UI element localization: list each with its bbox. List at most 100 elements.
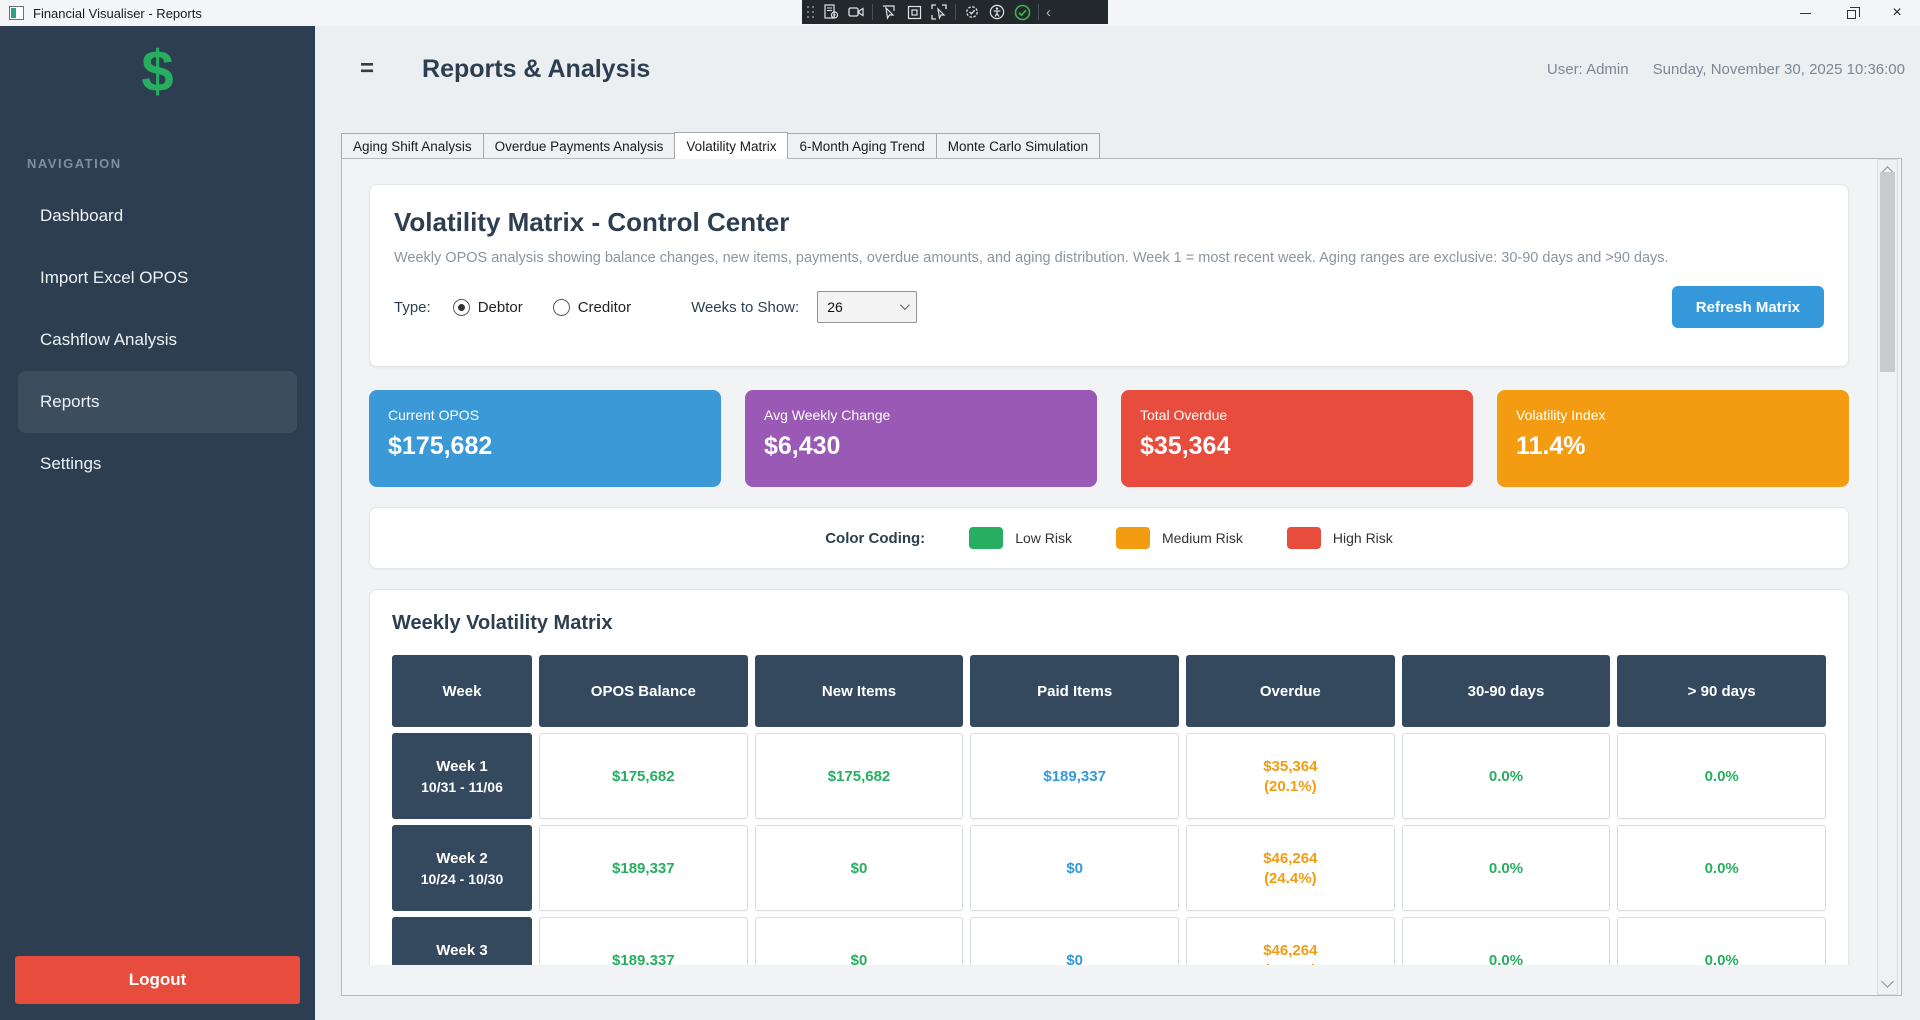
page-title: Reports & Analysis bbox=[422, 54, 651, 83]
metric-card-avg-weekly-change: Avg Weekly Change $6,430 bbox=[745, 390, 1097, 487]
sidebar-item-label: Reports bbox=[40, 391, 100, 411]
tab-aging-shift-analysis[interactable]: Aging Shift Analysis bbox=[341, 133, 484, 158]
region-capture-icon[interactable] bbox=[905, 3, 923, 21]
sidebar-item-settings[interactable]: Settings bbox=[0, 433, 315, 495]
week-cell: Week 2 10/24 - 10/30 bbox=[392, 825, 532, 911]
status-check-icon[interactable] bbox=[1013, 3, 1031, 21]
metric-card-total-overdue: Total Overdue $35,364 bbox=[1121, 390, 1473, 487]
weeks-to-show-select[interactable]: 26 bbox=[817, 291, 918, 323]
tab-label: Overdue Payments Analysis bbox=[494, 138, 664, 154]
week-range: 10/31 - 11/06 bbox=[421, 778, 503, 795]
tab-label: Volatility Matrix bbox=[686, 138, 777, 154]
legend-item-low-risk: Low Risk bbox=[969, 527, 1072, 549]
column-header: Overdue bbox=[1186, 655, 1395, 727]
window-capture-icon[interactable] bbox=[930, 3, 948, 21]
toolbar-divider bbox=[1038, 4, 1039, 20]
week-name: Week 1 bbox=[436, 757, 488, 775]
matrix-cell: $175,682 bbox=[754, 733, 964, 819]
matrix-cell: $0 bbox=[754, 825, 964, 911]
week-cell: Week 1 10/31 - 11/06 bbox=[392, 733, 532, 819]
sidebar-item-import-excel-opos[interactable]: Import Excel OPOS bbox=[0, 247, 315, 309]
radio-debtor[interactable]: Debtor bbox=[452, 298, 523, 316]
sidebar: $ NAVIGATION Dashboard Import Excel OPOS… bbox=[0, 26, 315, 1020]
sidebar-item-label: Import Excel OPOS bbox=[40, 267, 189, 287]
weeks-to-show-label: Weeks to Show: bbox=[691, 298, 800, 316]
tab-volatility-matrix[interactable]: Volatility Matrix bbox=[674, 132, 789, 159]
matrix-header-row: Week OPOS Balance New Items Paid Items O… bbox=[392, 655, 1826, 727]
column-header: New Items bbox=[754, 655, 964, 727]
refresh-matrix-button[interactable]: Refresh Matrix bbox=[1671, 286, 1824, 328]
tab-label: Aging Shift Analysis bbox=[353, 138, 472, 154]
restore-icon bbox=[1846, 6, 1860, 19]
matrix-cell: 0.0% bbox=[1617, 733, 1826, 819]
low-risk-swatch bbox=[969, 527, 1004, 549]
control-center-card: Volatility Matrix - Control Center Weekl… bbox=[369, 184, 1849, 367]
week-cell: Week 3 10/17 - 10/23 bbox=[392, 917, 532, 965]
tab-label: 6-Month Aging Trend bbox=[799, 138, 925, 154]
matrix-title: Weekly Volatility Matrix bbox=[392, 612, 613, 634]
collapse-toolbar-icon[interactable]: ‹ bbox=[1046, 3, 1051, 21]
datetime-label: Sunday, November 30, 2025 10:36:00 bbox=[1652, 60, 1905, 78]
legend-item-medium-risk: Medium Risk bbox=[1115, 527, 1243, 549]
control-center-controls: Type: Debtor Creditor Weeks to Show: bbox=[394, 286, 1824, 328]
week-name: Week 2 bbox=[436, 849, 488, 867]
matrix-cell: 0.0% bbox=[1617, 917, 1826, 965]
matrix-cell: 0.0% bbox=[1401, 733, 1611, 819]
scrollbar-thumb[interactable] bbox=[1880, 172, 1895, 372]
toolbar-divider bbox=[872, 4, 873, 20]
column-header: 30-90 days bbox=[1401, 655, 1611, 727]
week-range: 10/24 - 10/30 bbox=[420, 870, 504, 887]
cursor-capture-icon[interactable] bbox=[880, 3, 898, 21]
matrix-cell: 0.0% bbox=[1401, 825, 1611, 911]
legend-label: Medium Risk bbox=[1161, 530, 1243, 546]
minimize-button[interactable] bbox=[1782, 0, 1828, 26]
main-header: = Reports & Analysis User: Admin Sunday,… bbox=[315, 26, 1920, 112]
menu-toggle-icon[interactable]: = bbox=[360, 55, 375, 82]
tab-6-month-aging-trend[interactable]: 6-Month Aging Trend bbox=[787, 133, 937, 158]
scroll-down-icon[interactable] bbox=[1881, 975, 1894, 988]
matrix-cell: $0 bbox=[754, 917, 964, 965]
metric-value: 11.4% bbox=[1516, 432, 1586, 460]
matrix-cell: $35,364 (20.1%) bbox=[1186, 733, 1395, 819]
drag-handle-icon[interactable] bbox=[807, 5, 815, 19]
sidebar-item-label: Settings bbox=[40, 453, 102, 473]
control-center-title: Volatility Matrix - Control Center bbox=[394, 207, 790, 237]
radio-selected-icon bbox=[452, 298, 470, 316]
radio-creditor[interactable]: Creditor bbox=[552, 298, 632, 316]
capture-toolbar: ‹ bbox=[802, 0, 1108, 24]
nav-list: Dashboard Import Excel OPOS Cashflow Ana… bbox=[0, 185, 315, 495]
sidebar-item-reports[interactable]: Reports bbox=[18, 370, 297, 433]
sidebar-item-label: Dashboard bbox=[40, 205, 124, 225]
video-record-icon[interactable] bbox=[847, 3, 865, 21]
medium-risk-swatch bbox=[1115, 527, 1150, 549]
logout-button[interactable]: Logout bbox=[15, 956, 300, 1004]
sidebar-item-dashboard[interactable]: Dashboard bbox=[0, 185, 315, 247]
main-area: = Reports & Analysis User: Admin Sunday,… bbox=[315, 26, 1920, 1020]
metric-value: $6,430 bbox=[764, 432, 841, 460]
tab-page-volatility-matrix: Volatility Matrix - Control Center Weekl… bbox=[341, 158, 1902, 996]
metric-value: $175,682 bbox=[388, 432, 493, 460]
column-header: Paid Items bbox=[970, 655, 1179, 727]
sidebar-item-cashflow-analysis[interactable]: Cashflow Analysis bbox=[0, 309, 315, 371]
matrix-cell: $0 bbox=[970, 917, 1179, 965]
gear-check-icon[interactable] bbox=[963, 3, 981, 21]
capture-settings-doc-icon[interactable] bbox=[822, 3, 840, 21]
user-label: User: Admin bbox=[1546, 60, 1629, 78]
close-button[interactable]: × bbox=[1874, 0, 1920, 26]
vertical-scrollbar[interactable] bbox=[1877, 159, 1898, 995]
report-tabs: Aging Shift Analysis Overdue Payments An… bbox=[341, 132, 1101, 159]
radio-creditor-label: Creditor bbox=[577, 298, 632, 316]
color-coding-legend: Color Coding: Low Risk Medium Risk High … bbox=[369, 507, 1849, 569]
tab-overdue-payments-analysis[interactable]: Overdue Payments Analysis bbox=[482, 133, 676, 158]
nav-section-label: NAVIGATION bbox=[27, 155, 122, 171]
accessibility-icon[interactable] bbox=[988, 3, 1006, 21]
metric-value: $35,364 bbox=[1140, 432, 1231, 460]
metric-label: Current OPOS bbox=[388, 407, 480, 423]
tab-monte-carlo-simulation[interactable]: Monte Carlo Simulation bbox=[935, 133, 1101, 158]
metric-label: Avg Weekly Change bbox=[764, 407, 891, 423]
restore-button[interactable] bbox=[1828, 0, 1874, 26]
chevron-down-icon bbox=[900, 300, 911, 311]
column-header: Week bbox=[392, 655, 532, 727]
scroll-viewport: Volatility Matrix - Control Center Weekl… bbox=[342, 159, 1878, 965]
matrix-cell: 0.0% bbox=[1401, 917, 1611, 965]
